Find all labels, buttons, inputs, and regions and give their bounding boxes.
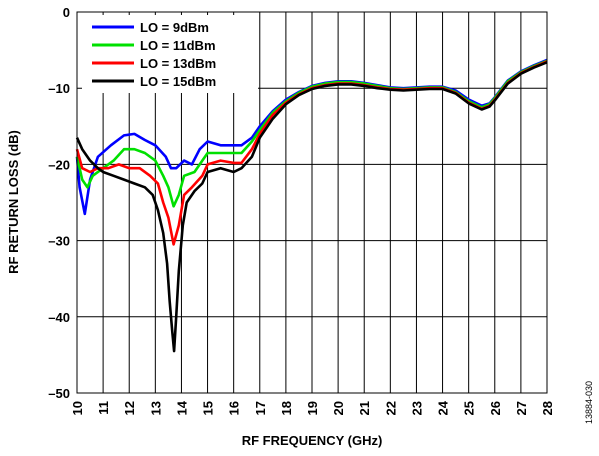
y-axis-ticks: 0 –10 –20 –30 –40 –50 (48, 5, 70, 401)
legend-label: LO = 9dBm (140, 20, 209, 35)
y-tick-label: –40 (48, 310, 70, 325)
x-tick-label: 25 (462, 401, 477, 415)
x-tick-label: 26 (488, 401, 503, 415)
figure-id: 13884-030 (584, 381, 594, 424)
legend-label: LO = 15dBm (140, 74, 216, 89)
y-tick-label: –30 (48, 234, 70, 249)
x-tick-label: 22 (383, 401, 398, 415)
legend-label: LO = 11dBm (140, 38, 216, 53)
x-tick-label: 28 (540, 401, 555, 415)
x-tick-label: 18 (279, 401, 294, 415)
x-tick-label: 16 (227, 401, 242, 415)
y-tick-label: –10 (48, 81, 70, 96)
series-lines (75, 58, 548, 353)
x-tick-label: 12 (122, 401, 137, 415)
y-tick-label: –50 (48, 386, 70, 401)
y-tick-label: 0 (63, 5, 70, 20)
plot-frame (76, 11, 548, 394)
x-tick-label: 21 (357, 401, 372, 415)
x-tick-label: 23 (409, 401, 424, 415)
legend-label: LO = 13dBm (140, 56, 216, 71)
x-tick-label: 10 (70, 401, 85, 415)
x-tick-label: 19 (305, 401, 320, 415)
x-tick-label: 11 (96, 401, 111, 415)
x-axis-ticks: 10 11 12 13 14 15 16 17 18 19 20 21 22 23 24 25 26 27 28 (70, 400, 555, 415)
x-tick-label: 20 (331, 401, 346, 415)
x-tick-label: 13 (148, 401, 163, 415)
legend: LO = 9dBm LO = 11dBm LO = 13dBm LO = 15dBm (82, 15, 258, 93)
series-line-4 (75, 61, 548, 353)
x-tick-label: 14 (174, 400, 189, 415)
x-tick-label: 17 (253, 401, 268, 415)
y-tick-label: –20 (48, 157, 70, 172)
x-tick-label: 15 (201, 401, 216, 415)
x-tick-label: 24 (436, 400, 451, 415)
x-axis-title: RF FREQUENCY (GHz) (242, 433, 383, 448)
x-tick-label: 27 (514, 401, 529, 415)
y-axis-title: RF RETURN LOSS (dB) (6, 130, 21, 274)
